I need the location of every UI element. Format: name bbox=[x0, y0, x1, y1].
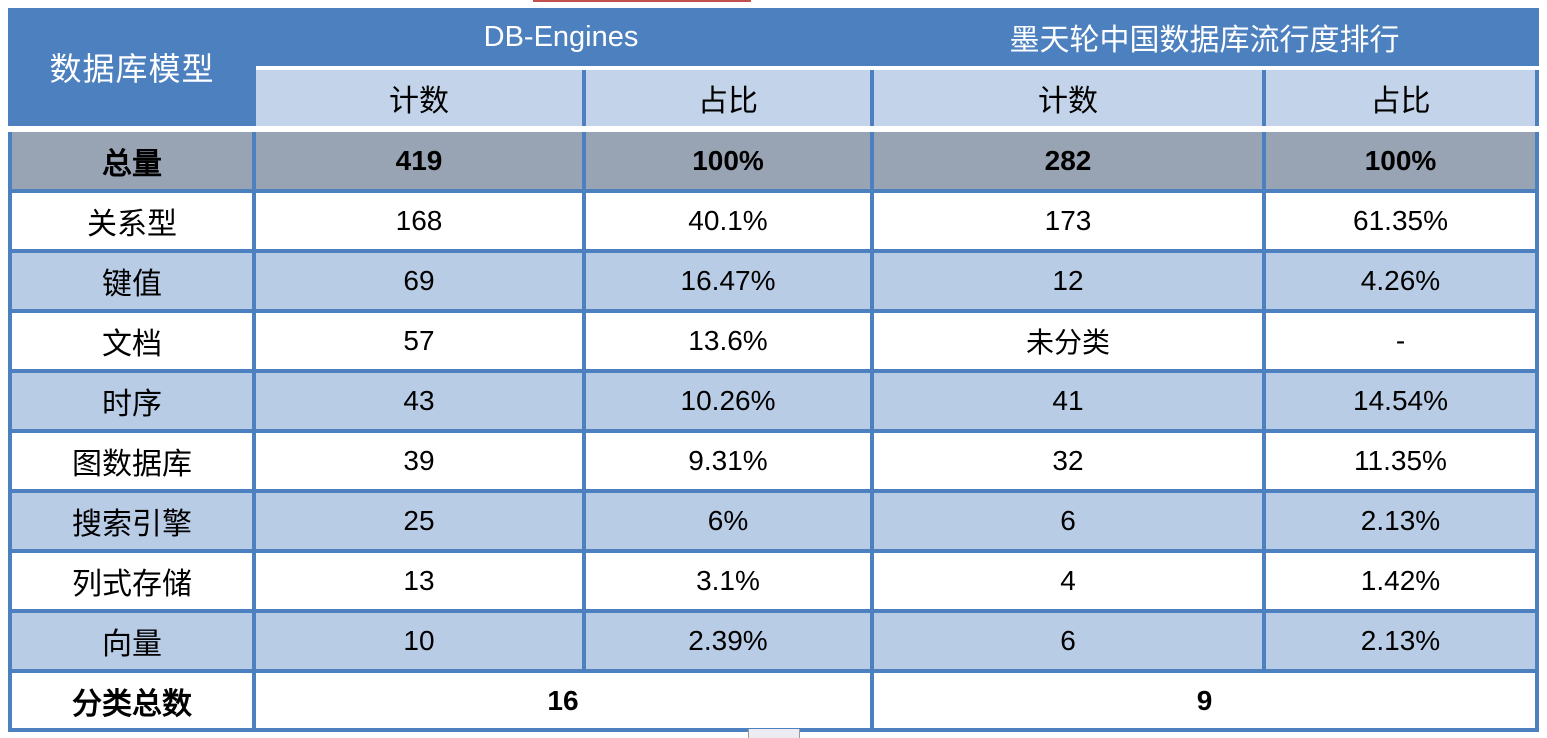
sub-header-count-modb: 计数 bbox=[874, 70, 1266, 126]
footer-db-category-count: 16 bbox=[256, 673, 874, 728]
table-row: 文档 57 13.6% 未分类 - bbox=[8, 313, 1539, 373]
table-cell: 69 bbox=[256, 253, 586, 309]
table-cell: 12 bbox=[874, 253, 1266, 309]
total-db-count: 419 bbox=[256, 132, 586, 189]
table-cell: 1.42% bbox=[1266, 553, 1539, 609]
table-cell: 13.6% bbox=[586, 313, 874, 369]
row-label: 搜索引擎 bbox=[8, 493, 256, 549]
row-label: 文档 bbox=[8, 313, 256, 369]
table-cell: 13 bbox=[256, 553, 586, 609]
table-cell: 32 bbox=[874, 433, 1266, 489]
cropped-red-text-artifact bbox=[533, 0, 751, 2]
sub-header-share-db: 占比 bbox=[586, 70, 874, 126]
footer-modb-category-count: 9 bbox=[874, 673, 1539, 728]
table-cell: 6 bbox=[874, 493, 1266, 549]
group-header-db-engines: DB-Engines bbox=[483, 20, 639, 53]
row-label: 分类总数 bbox=[8, 673, 256, 728]
table-row: 键值 69 16.47% 12 4.26% bbox=[8, 253, 1539, 313]
table-cell: 25 bbox=[256, 493, 586, 549]
footer-row-category-count: 分类总数 16 9 bbox=[8, 673, 1539, 732]
row-label: 总量 bbox=[8, 132, 256, 189]
table-row: 图数据库 39 9.31% 32 11.35% bbox=[8, 433, 1539, 493]
row-label: 向量 bbox=[8, 613, 256, 669]
table-cell: 4 bbox=[874, 553, 1266, 609]
row-label: 图数据库 bbox=[8, 433, 256, 489]
table-cell: 168 bbox=[256, 193, 586, 249]
table-cell: 3.1% bbox=[586, 553, 874, 609]
table-row: 列式存储 13 3.1% 4 1.42% bbox=[8, 553, 1539, 613]
total-modb-count: 282 bbox=[874, 132, 1266, 189]
table-cell: - bbox=[1266, 313, 1539, 369]
table-cell: 39 bbox=[256, 433, 586, 489]
table-cell: 43 bbox=[256, 373, 586, 429]
table-row: 时序 43 10.26% 41 14.54% bbox=[8, 373, 1539, 433]
row-label: 列式存储 bbox=[8, 553, 256, 609]
header-body-gap bbox=[8, 126, 1539, 132]
total-row: 总量 419 100% 282 100% bbox=[8, 132, 1539, 193]
table-cell: 14.54% bbox=[1266, 373, 1539, 429]
sub-header-share-modb: 占比 bbox=[1266, 70, 1539, 126]
corner-header-database-model: 数据库模型 bbox=[8, 8, 256, 126]
group-header-modb: 墨天轮中国数据库流行度排行 bbox=[1009, 24, 1400, 57]
table-cell: 2.39% bbox=[586, 613, 874, 669]
table-cell: 2.13% bbox=[1266, 613, 1539, 669]
sub-header-row: 计数 占比 计数 占比 bbox=[256, 70, 1539, 126]
total-modb-share: 100% bbox=[1266, 132, 1539, 189]
table-cell: 9.31% bbox=[586, 433, 874, 489]
table-cell: 41 bbox=[874, 373, 1266, 429]
table-row: 搜索引擎 25 6% 6 2.13% bbox=[8, 493, 1539, 553]
table-cell: 40.1% bbox=[586, 193, 874, 249]
row-label: 关系型 bbox=[8, 193, 256, 249]
cropped-cell-artifact bbox=[748, 729, 800, 738]
table-cell: 16.47% bbox=[586, 253, 874, 309]
table-cell: 57 bbox=[256, 313, 586, 369]
group-header-band: DB-Engines 墨天轮中国数据库流行度排行 bbox=[8, 8, 1539, 66]
table-cell: 4.26% bbox=[1266, 253, 1539, 309]
database-model-comparison-table: DB-Engines 墨天轮中国数据库流行度排行 计数 占比 计数 占比 数据库… bbox=[8, 8, 1539, 732]
table-row: 关系型 168 40.1% 173 61.35% bbox=[8, 193, 1539, 253]
table-cell: 173 bbox=[874, 193, 1266, 249]
table-cell: 10 bbox=[256, 613, 586, 669]
total-db-share: 100% bbox=[586, 132, 874, 189]
sub-header-count-db: 计数 bbox=[256, 70, 586, 126]
table-cell: 11.35% bbox=[1266, 433, 1539, 489]
row-label: 时序 bbox=[8, 373, 256, 429]
table-cell: 6 bbox=[874, 613, 1266, 669]
table-header: DB-Engines 墨天轮中国数据库流行度排行 计数 占比 计数 占比 数据库… bbox=[8, 8, 1539, 126]
table-row: 向量 10 2.39% 6 2.13% bbox=[8, 613, 1539, 673]
table-body: 关系型 168 40.1% 173 61.35% 键值 69 16.47% 12 4.26% 文档 5… bbox=[8, 193, 1539, 673]
table-cell: 2.13% bbox=[1266, 493, 1539, 549]
table-cell: 61.35% bbox=[1266, 193, 1539, 249]
table-cell: 10.26% bbox=[586, 373, 874, 429]
table-cell: 未分类 bbox=[874, 313, 1266, 369]
table-cell: 6% bbox=[586, 493, 874, 549]
row-label: 键值 bbox=[8, 253, 256, 309]
